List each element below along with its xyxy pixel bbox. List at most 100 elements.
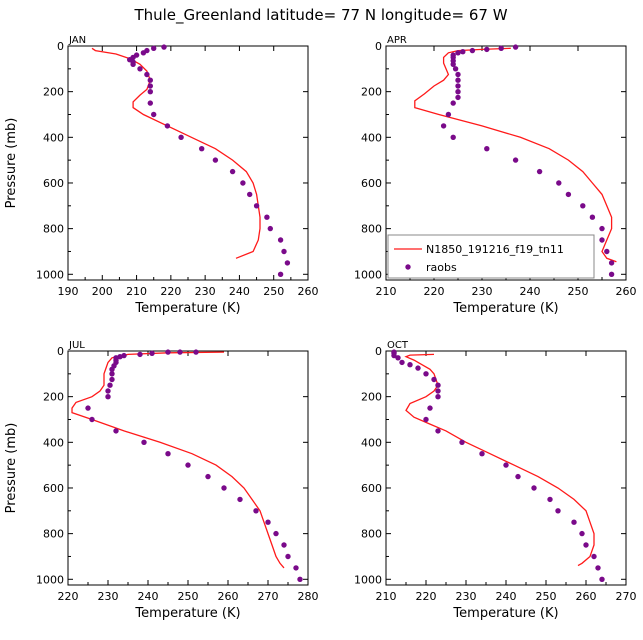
raobs-point [240,180,246,186]
raobs-point [277,237,284,243]
model-profile-line [71,351,285,569]
y-tick-label: 600 [361,177,382,190]
raobs-point [265,519,271,525]
legend-point-swatch [405,264,411,270]
raobs-point [450,61,456,67]
y-tick-label: 400 [43,436,64,449]
x-tick-label: 240 [520,285,541,298]
raobs-point [205,473,211,480]
y-tick-label: 200 [43,86,64,99]
y-tick-label: 800 [43,528,64,541]
raobs-point [130,61,136,67]
legend-label: N1850_191216_f19_tn11 [426,243,564,256]
raobs-point [165,349,171,355]
y-axis-label: Pressure (mb) [4,423,19,514]
x-axis-label: Temperature (K) [134,606,240,621]
raobs-point [185,462,191,468]
raobs-point [423,371,429,377]
plot-frame [67,45,309,281]
x-tick-label: 260 [218,590,239,603]
panel-jul: JUL 220 230 240 250 260 270 280 0 200 400 600 800 100… [4,340,319,621]
raobs-point [435,394,441,400]
panel-label: JAN [68,35,86,46]
raobs-point [479,451,485,457]
raobs-point [178,134,184,140]
y-tick-label: 400 [361,131,382,144]
raobs-point [469,47,476,54]
raobs-point [571,519,577,525]
raobs-point [427,405,433,411]
x-tick-label: 210 [126,285,147,298]
panel-label: OCT [387,340,409,351]
raobs-point [105,394,111,400]
raobs-point [199,146,205,152]
x-tick-label: 280 [298,590,319,603]
raobs-point [277,271,284,277]
raobs-point [595,565,601,571]
raobs-point [147,89,153,95]
panel-label: APR [387,35,407,46]
raobs-point [556,180,562,186]
raobs-point [589,214,596,220]
raobs-point [149,350,155,356]
raobs-point [113,428,119,434]
raobs-point [435,382,441,388]
raobs-point [460,49,466,55]
y-tick-label: 1000 [36,573,64,586]
y-tick-label: 1000 [354,268,382,281]
raobs-point [137,66,143,72]
y-tick-label: 200 [361,86,382,99]
x-tick-label: 230 [456,590,477,603]
legend-label: raobs [426,261,457,274]
raobs-point [89,416,95,423]
y-tick-label: 600 [361,482,382,495]
x-tick-label: 250 [536,590,557,603]
y-tick-label: 400 [361,436,382,449]
raobs-point [164,123,171,129]
y-tick-label: 200 [43,391,64,404]
raobs-point [107,382,113,388]
x-axis-label: Temperature (K) [452,301,558,316]
panel-jan: JAN 190 200 210 220 230 240 250 260 0 200 400 600 800… [4,35,319,316]
raobs-point [137,351,143,358]
raobs-point [455,83,461,89]
raobs-point [599,576,605,582]
x-tick-label: 220 [416,590,437,603]
y-tick-label: 200 [361,391,382,404]
raobs-point [415,365,421,371]
raobs-point [512,44,519,50]
raobs-point [455,71,461,78]
raobs-point [147,83,153,89]
x-tick-label: 260 [298,285,319,298]
raobs-point [267,225,273,232]
raobs-point [599,225,605,232]
x-tick-label: 230 [98,590,119,603]
raobs-point [293,565,299,571]
x-tick-label: 230 [472,285,493,298]
model-profile-line [404,353,595,567]
raobs-point [445,111,452,118]
raobs-point [435,428,441,434]
figure-title: Thule_Greenland latitude= 77 N longitude… [133,6,507,25]
raobs-point [531,485,537,491]
raobs-point [147,77,153,83]
raobs-point [264,214,270,220]
y-tick-label: 400 [43,131,64,144]
x-tick-label: 240 [496,590,517,603]
x-tick-label: 200 [92,285,113,298]
raobs-point [450,100,456,106]
raobs-point [144,71,150,78]
x-tick-label: 250 [568,285,589,298]
x-axis-label: Temperature (K) [134,301,240,316]
raobs-point [285,553,291,560]
raobs-point [247,191,253,198]
panel-label: JUL [68,340,85,351]
raobs-point [212,157,219,163]
raobs-point [177,349,183,355]
x-tick-label: 250 [263,285,284,298]
raobs-point [450,134,456,140]
raobs-point [165,451,171,457]
raobs-point [399,359,405,366]
raobs-point [141,439,147,445]
